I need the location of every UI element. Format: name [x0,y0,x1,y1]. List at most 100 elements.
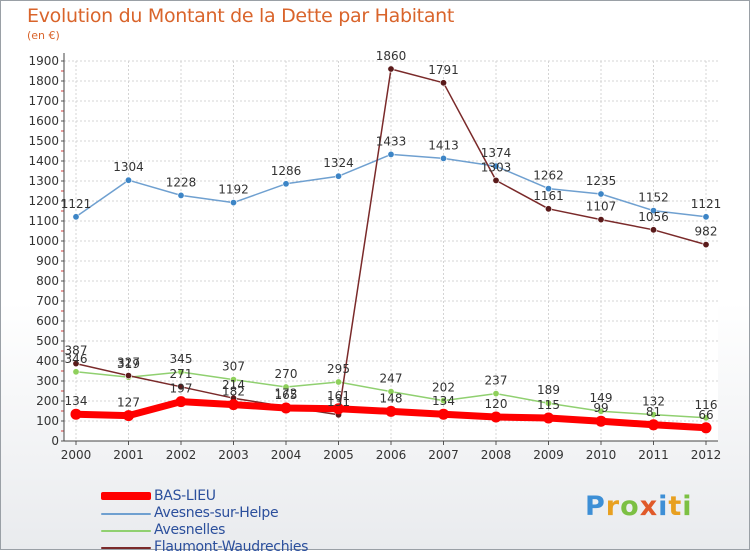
data-point [125,372,133,380]
data-label: 134 [65,394,88,408]
logo-letter: x [639,491,659,522]
y-tick-label: 1600 [28,114,59,128]
logo-letter: o [620,491,640,522]
data-point [544,185,552,193]
data-label: 1192 [218,183,249,197]
data-label: 115 [537,398,560,412]
data-label: 134 [432,394,455,408]
data-label: 1433 [376,134,407,148]
data-point [177,191,185,199]
data-point [544,399,552,407]
data-label: 295 [327,362,350,376]
y-tick-label: 1500 [28,134,59,148]
data-point [230,376,238,384]
y-tick-label: 1900 [28,54,59,68]
data-label: 148 [380,391,403,405]
data-label: 1860 [376,49,407,63]
logo-letter: i [682,491,693,522]
data-label: 237 [485,374,508,388]
data-label: 1161 [533,189,564,203]
legend-swatch-bas-lieu [101,492,151,500]
data-point [334,378,342,386]
data-point [282,383,290,391]
data-label: 149 [590,391,613,405]
x-tick-label: 2001 [113,448,144,462]
x-tick-label: 2002 [166,448,197,462]
data-label: 1235 [586,174,617,188]
legend: BAS-LIEU Avesnes-sur-Helpe Avesnelles Fl… [101,488,361,556]
data-label: 127 [117,396,140,410]
data-point [544,205,552,213]
data-point [543,412,554,424]
data-point [702,241,710,249]
logo-letter: P [585,491,606,522]
chart-unit: (en €) [27,29,60,42]
data-point [490,411,502,423]
data-label: 1304 [113,160,144,174]
data-point [387,388,395,396]
data-point [123,410,134,422]
data-label: 1107 [586,200,617,214]
x-tick-label: 2006 [376,448,407,462]
data-point [385,405,397,417]
data-label: 1262 [533,169,564,183]
x-tick-label: 2008 [481,448,512,462]
x-tick-label: 2004 [271,448,302,462]
proxiti-logo: Proxiti [585,491,693,522]
data-label: 132 [642,395,665,409]
y-tick-label: 200 [36,394,59,408]
y-tick-label: 600 [36,314,59,328]
data-label: 387 [65,344,88,358]
y-tick-label: 1100 [28,214,59,228]
y-tick-label: 1000 [28,234,59,248]
data-label: 202 [432,381,455,395]
data-point [595,415,607,427]
logo-letter: r [605,491,621,522]
data-label: 66 [698,408,713,422]
data-label: 1413 [428,138,459,152]
legend-label: Flaumont-Waudrechies [154,539,309,555]
y-tick-label: 1300 [28,174,59,188]
y-tick-label: 1200 [28,194,59,208]
data-point [597,190,605,198]
data-label: 99 [593,401,608,415]
chart-title: Evolution du Montant de la Dette par Hab… [27,5,455,27]
x-tick-label: 2010 [586,448,617,462]
data-label: 1791 [428,63,459,77]
data-label: 1152 [638,191,669,205]
data-point [387,150,395,158]
x-tick-label: 2011 [638,448,669,462]
y-tick-label: 500 [36,334,59,348]
data-point [72,368,80,376]
x-tick-label: 2005 [323,448,354,462]
logo-letter: t [668,491,683,522]
data-point [648,419,659,431]
data-point [597,216,605,224]
data-point [700,422,712,434]
data-label: 189 [537,383,560,397]
data-label: 81 [646,405,661,419]
legend-label: Avesnelles [154,522,226,538]
data-label: 982 [695,225,718,239]
data-point [387,65,395,73]
x-tick-label: 2007 [428,448,459,462]
data-label: 1228 [166,175,197,189]
y-tick-label: 700 [36,294,59,308]
y-tick-label: 100 [36,414,59,428]
data-label: 346 [65,352,88,366]
data-point [177,368,185,376]
data-label: 345 [170,352,193,366]
data-point [439,79,447,87]
data-label: 172 [275,387,298,401]
data-point [72,360,80,368]
legend-item-avesnelles: Avesnelles [101,522,361,539]
data-label: 1286 [271,164,302,178]
data-label: 307 [222,360,245,374]
data-label: 116 [695,398,718,412]
legend-item-bas-lieu: BAS-LIEU [101,488,361,505]
y-tick-label: 300 [36,374,59,388]
data-label: 270 [275,367,298,381]
data-point [492,390,500,398]
